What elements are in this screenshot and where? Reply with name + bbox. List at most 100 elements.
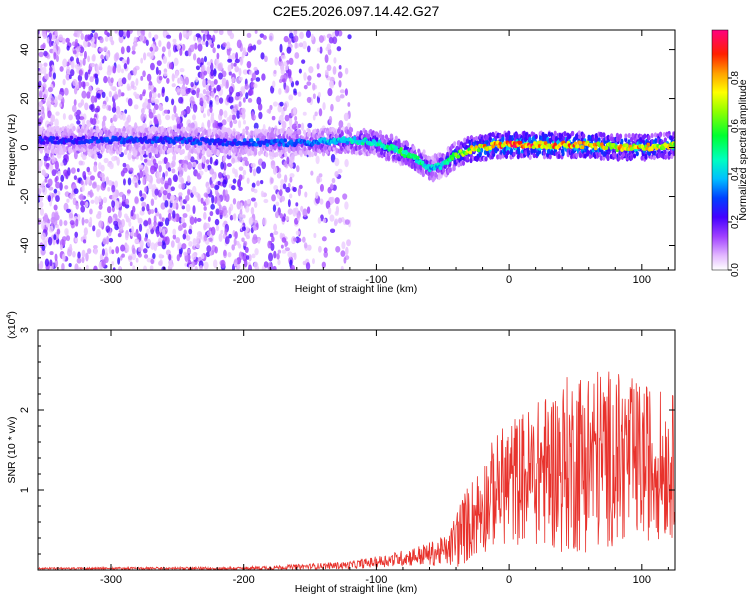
heatmap-noise-blob xyxy=(63,220,68,226)
heatmap-noise-blob xyxy=(47,236,53,246)
heatmap-noise-blob xyxy=(148,151,152,159)
heatmap-noise-blob xyxy=(74,63,80,70)
heatmap-band-cell xyxy=(506,149,510,156)
heatmap-ridge-cell xyxy=(172,140,176,145)
heatmap-noise-blob xyxy=(143,254,149,259)
heatmap-noise-blob xyxy=(98,204,103,210)
heatmap-noise-blob xyxy=(58,34,64,42)
heatmap-noise-blob xyxy=(241,111,246,120)
heatmap-band-cell xyxy=(516,154,520,160)
heatmap-noise-blob xyxy=(233,258,238,265)
heatmap-band-cell xyxy=(72,125,76,132)
heatmap-noise-blob xyxy=(191,185,197,195)
heatmap-noise-blob xyxy=(97,153,103,159)
heatmap-noise-blob xyxy=(166,77,170,84)
heatmap-noise-blob xyxy=(51,169,57,177)
heatmap-noise-blob xyxy=(223,249,227,257)
heatmap-noise-blob xyxy=(344,88,348,96)
heatmap-noise-blob xyxy=(90,95,96,104)
heatmap-band-cell xyxy=(320,130,325,136)
heatmap-noise-blob xyxy=(250,187,255,192)
heatmap-noise-blob xyxy=(61,262,65,270)
heatmap-noise-blob xyxy=(76,120,81,125)
heatmap-noise-blob xyxy=(143,158,148,163)
heatmap-band-cell xyxy=(295,133,299,140)
heatmap-noise-blob xyxy=(212,47,216,54)
heatmap-noise-blob xyxy=(227,251,232,258)
heatmap-noise-blob xyxy=(310,170,314,176)
heatmap-noise-blob xyxy=(74,231,79,238)
heatmap-noise-blob xyxy=(327,207,332,215)
heatmap-noise-blob xyxy=(203,113,206,118)
heatmap-noise-blob xyxy=(118,89,122,98)
heatmap-noise-blob xyxy=(81,217,85,226)
heatmap-noise-blob xyxy=(182,213,188,218)
heatmap-noise-blob xyxy=(133,36,137,45)
heatmap-noise-blob xyxy=(159,259,163,267)
heatmap-noise-blob xyxy=(211,91,215,98)
heatmap-ridge-cell xyxy=(352,136,357,141)
heatmap-noise-blob xyxy=(60,174,65,183)
heatmap-band-cell xyxy=(488,136,492,143)
heatmap-noise-blob xyxy=(150,258,155,265)
heatmap-noise-blob xyxy=(144,165,149,174)
heatmap-noise-blob xyxy=(187,154,191,161)
heatmap-noise-blob xyxy=(205,159,210,165)
heatmap-noise-blob xyxy=(277,104,283,113)
heatmap-noise-blob xyxy=(224,189,228,196)
heatmap-noise-blob xyxy=(65,37,70,43)
heatmap-band-cell xyxy=(630,155,634,161)
heatmap-noise-blob xyxy=(205,251,211,258)
heatmap-noise-blob xyxy=(231,157,236,164)
heatmap-noise-blob xyxy=(242,156,248,162)
heatmap-noise-blob xyxy=(171,98,175,106)
heatmap-noise-blob xyxy=(70,60,75,70)
heatmap-noise-blob xyxy=(67,248,73,257)
heatmap-noise-blob xyxy=(152,253,156,260)
heatmap-noise-blob xyxy=(158,165,162,173)
heatmap-noise-blob xyxy=(206,79,212,84)
heatmap-noise-blob xyxy=(280,179,285,186)
heatmap-noise-blob xyxy=(146,238,152,247)
heatmap-noise-blob xyxy=(110,77,114,84)
heatmap-noise-blob xyxy=(192,161,197,168)
heatmap-band-cell xyxy=(197,147,201,154)
heatmap-noise-blob xyxy=(94,196,99,205)
heatmap-noise-blob xyxy=(139,190,143,197)
heatmap-noise-blob xyxy=(302,208,308,218)
heatmap-noise-blob xyxy=(202,88,207,95)
heatmap-noise-blob xyxy=(121,58,126,64)
heatmap-noise-blob xyxy=(310,33,314,41)
heatmap-noise-blob xyxy=(313,233,317,238)
heatmap-noise-blob xyxy=(209,106,213,114)
heatmap-noise-blob xyxy=(89,216,93,225)
heatmap-noise-blob xyxy=(253,201,258,208)
heatmap-band-cell xyxy=(106,144,110,150)
heatmap-noise-blob xyxy=(316,47,321,52)
heatmap-noise-blob xyxy=(334,170,339,178)
heatmap-band-cell xyxy=(163,145,167,152)
heatmap-noise-blob xyxy=(185,234,191,241)
heatmap-noise-blob xyxy=(195,243,201,249)
heatmap-noise-blob xyxy=(62,113,66,120)
heatmap-noise-blob xyxy=(124,109,128,114)
heatmap-noise-blob xyxy=(179,47,183,56)
heatmap-noise-blob xyxy=(215,57,220,66)
heatmap-noise-blob xyxy=(295,202,299,207)
heatmap-noise-blob xyxy=(117,209,122,219)
heatmap-noise-blob xyxy=(272,165,278,175)
heatmap-ridge-cell xyxy=(198,141,203,146)
heatmap-noise-blob xyxy=(318,245,322,253)
heatmap-noise-blob xyxy=(78,160,83,166)
heatmap-noise-blob xyxy=(92,53,96,62)
heatmap-noise-blob xyxy=(77,251,81,260)
heatmap-ridge-cell xyxy=(221,142,225,147)
heatmap-noise-blob xyxy=(146,257,152,263)
heatmap-noise-blob xyxy=(128,221,132,227)
heatmap-band-cell xyxy=(501,136,505,142)
heatmap-noise-blob xyxy=(279,43,283,53)
heatmap-noise-blob xyxy=(80,205,86,213)
heatmap-noise-blob xyxy=(329,196,335,204)
heatmap-band-cell xyxy=(459,144,463,150)
heatmap-noise-blob xyxy=(200,253,205,260)
